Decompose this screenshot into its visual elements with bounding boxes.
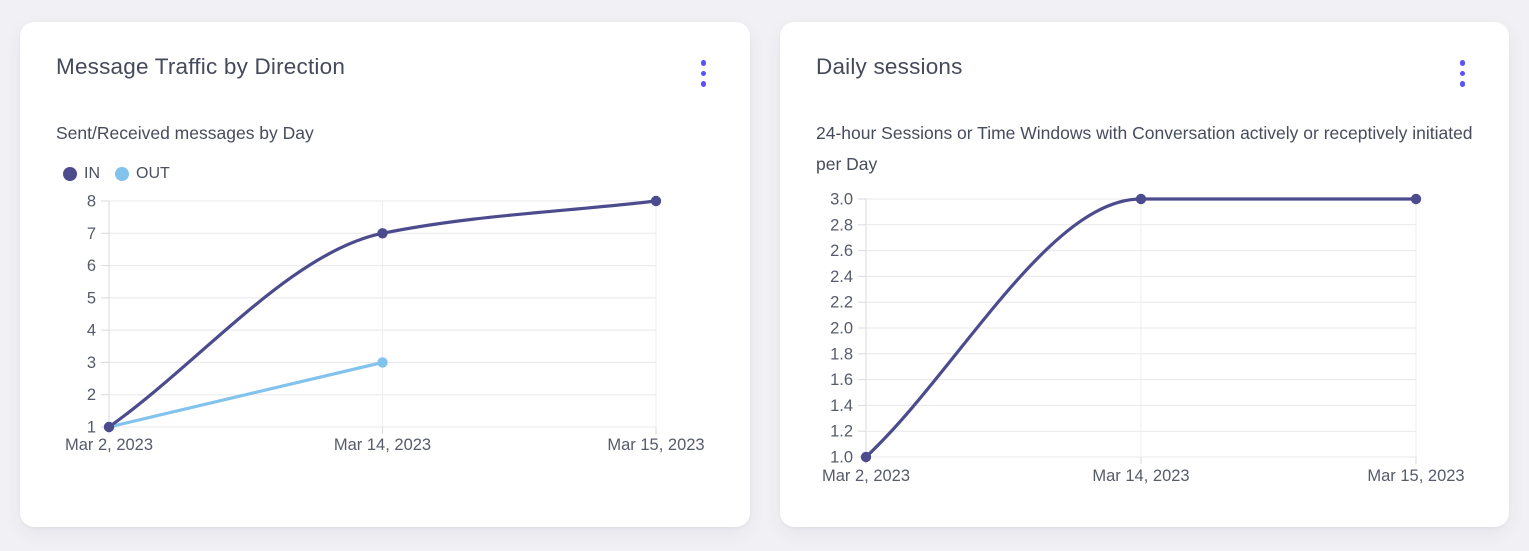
kebab-dot [1459, 70, 1465, 76]
card-title: Message Traffic by Direction [56, 54, 346, 79]
kebab-dot [700, 60, 706, 66]
kebab-dot [1459, 81, 1465, 87]
svg-text:Mar 14, 2023: Mar 14, 2023 [1092, 467, 1189, 485]
card-subtitle: Sent/Received messages by Day [56, 122, 314, 143]
svg-text:1: 1 [87, 418, 96, 436]
card-header: Message Traffic by Direction [56, 52, 714, 93]
svg-text:3: 3 [87, 354, 96, 372]
legend-label-out: OUT [136, 164, 170, 182]
kebab-dot [700, 81, 706, 87]
svg-text:1.2: 1.2 [830, 422, 853, 440]
card-title: Daily sessions [816, 54, 963, 79]
legend-item-in: IN [63, 165, 100, 183]
svg-text:Mar 2, 2023: Mar 2, 2023 [65, 436, 153, 454]
svg-text:6: 6 [87, 257, 96, 275]
card-header: Daily sessions [816, 52, 1473, 93]
svg-text:2.6: 2.6 [830, 242, 853, 260]
legend-label-in: IN [84, 164, 100, 182]
svg-text:2.2: 2.2 [830, 293, 853, 311]
svg-text:3.0: 3.0 [830, 190, 853, 208]
svg-text:8: 8 [87, 192, 96, 210]
svg-text:1.6: 1.6 [830, 371, 853, 389]
legend-dot-in-icon [63, 166, 77, 181]
kebab-dot [700, 70, 706, 76]
kebab-menu-icon [700, 60, 706, 87]
svg-text:2.8: 2.8 [830, 216, 853, 234]
svg-text:2.0: 2.0 [830, 319, 853, 337]
card-menu-button[interactable] [1452, 54, 1474, 93]
kebab-dot [1459, 60, 1465, 66]
legend-item-out: OUT [115, 165, 170, 183]
svg-text:7: 7 [87, 224, 96, 242]
chart-legend: IN OUT [63, 164, 714, 184]
daily-sessions-card: Daily sessions 24-hour Sessions or Time … [780, 22, 1509, 527]
svg-text:Mar 14, 2023: Mar 14, 2023 [334, 436, 431, 454]
svg-text:1.4: 1.4 [830, 397, 853, 415]
card-menu-button[interactable] [693, 54, 715, 93]
kebab-menu-icon [1459, 60, 1465, 87]
svg-text:4: 4 [87, 321, 96, 339]
svg-text:Mar 15, 2023: Mar 15, 2023 [1367, 467, 1464, 485]
svg-text:1.0: 1.0 [830, 448, 853, 466]
svg-text:2.4: 2.4 [830, 268, 853, 286]
message-traffic-card: Message Traffic by Direction Sent/Receiv… [20, 22, 750, 527]
card-subtitle: 24-hour Sessions or Time Windows with Co… [816, 122, 1473, 174]
svg-text:Mar 15, 2023: Mar 15, 2023 [607, 436, 704, 454]
svg-text:1.8: 1.8 [830, 345, 853, 363]
svg-text:5: 5 [87, 289, 96, 307]
svg-text:Mar 2, 2023: Mar 2, 2023 [822, 467, 910, 485]
svg-text:2: 2 [87, 386, 96, 404]
legend-dot-out-icon [115, 166, 129, 181]
